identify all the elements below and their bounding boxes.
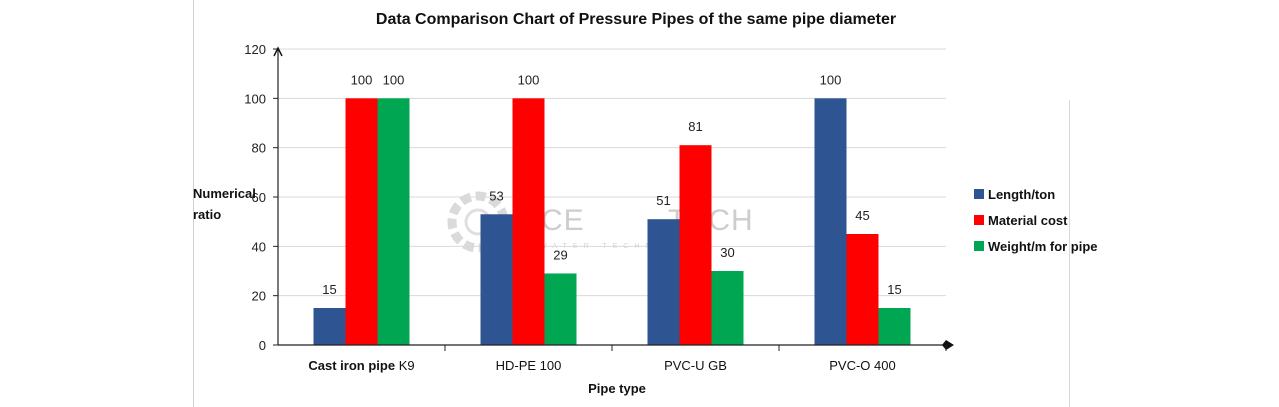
bar [544, 273, 577, 345]
y-tick-label: 120 [244, 42, 266, 57]
y-tick-label: 80 [252, 141, 266, 156]
bar [679, 145, 712, 345]
bar-value-label: 15 [322, 282, 336, 297]
y-tick-labels: 0 20 40 60 80 100 120 [244, 42, 278, 353]
y-tick-label: 0 [259, 338, 266, 353]
legend: Length/ton Material cost Weight/m for pipe [974, 187, 1098, 254]
value-labels: 15 100 100 53 100 29 51 81 30 100 45 15 [322, 72, 901, 297]
bar [377, 98, 410, 345]
y-tick-label: 40 [252, 239, 266, 254]
bar [711, 271, 744, 345]
y-tick-label: 60 [252, 190, 266, 205]
category-label: PVC-O 400 [829, 358, 895, 373]
category-label-text: PVC-U GB [664, 358, 727, 373]
bar-value-label: 51 [656, 193, 670, 208]
category-label-text: PVC-O 400 [829, 358, 895, 373]
legend-swatch [974, 215, 984, 225]
category-label-text: K9 [395, 358, 415, 373]
x-axis-arrow-icon [942, 340, 954, 350]
bar-value-label: 100 [351, 72, 373, 87]
x-tick-marks [444, 345, 947, 351]
y-tick-label: 100 [244, 91, 266, 106]
bars [313, 98, 911, 345]
bar-value-label: 100 [820, 72, 842, 87]
frame-border-left [193, 0, 194, 407]
legend-label: Length/ton [988, 187, 1055, 202]
bar [814, 98, 847, 345]
bar-value-label: 29 [553, 247, 567, 262]
legend-label: Weight/m for pipe [988, 239, 1098, 254]
bar [480, 214, 513, 345]
legend-label: Material cost [988, 213, 1068, 228]
bar [878, 308, 911, 345]
bar-value-label: 100 [518, 72, 540, 87]
y-axis-arrow-icon [273, 46, 283, 57]
category-label: HD-PE 100 [496, 358, 562, 373]
bar-value-label: 100 [383, 72, 405, 87]
y-axis-label-line1: Numerical [193, 186, 256, 201]
chart-title: Data Comparison Chart of Pressure Pipes … [376, 11, 896, 28]
y-tick-label: 20 [252, 289, 266, 304]
category-label: PVC-U GB [664, 358, 727, 373]
bar-value-label: 53 [489, 188, 503, 203]
bar [313, 308, 346, 345]
bar [512, 98, 545, 345]
bar-value-label: 15 [887, 282, 901, 297]
legend-swatch [974, 189, 984, 199]
legend-swatch [974, 241, 984, 251]
bar [647, 219, 680, 345]
bar-value-label: 30 [720, 245, 734, 260]
x-axis-label: Pipe type [588, 381, 646, 396]
frame-border-right [1069, 100, 1070, 407]
category-label-bold: Cast iron pipe [308, 358, 395, 373]
bar-value-label: 81 [688, 119, 702, 134]
bar-value-label: 45 [855, 208, 869, 223]
y-axis-label-line2: ratio [193, 207, 221, 222]
category-label: Cast iron pipe K9 [308, 358, 414, 373]
category-labels: Cast iron pipe K9 HD-PE 100 PVC-U GB PVC-O … [308, 358, 895, 373]
bar [846, 234, 879, 345]
category-label-text: HD-PE 100 [496, 358, 562, 373]
bar [345, 98, 378, 345]
